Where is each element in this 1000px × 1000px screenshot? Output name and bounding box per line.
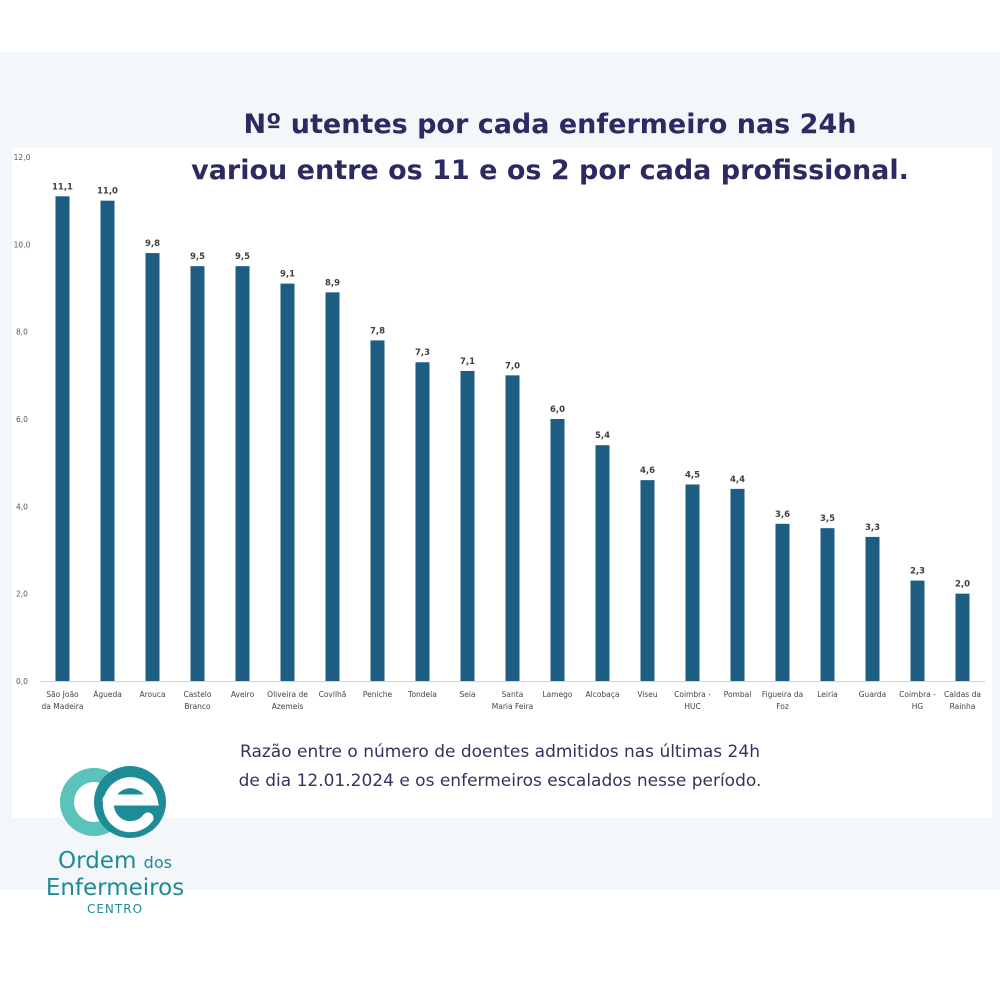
- bar-value-label: 9,5: [235, 252, 250, 262]
- bar: [55, 196, 70, 682]
- x-category-label: Oliveira de: [267, 690, 308, 699]
- bar-value-label: 2,3: [910, 567, 925, 577]
- bar-value-label: 2,0: [955, 580, 970, 590]
- x-category-label: Covilhã: [319, 690, 347, 699]
- bar: [235, 266, 250, 681]
- y-tick-label: 8,0: [16, 328, 28, 337]
- bar-value-label: 4,6: [640, 466, 655, 476]
- bar: [280, 283, 295, 681]
- x-category-label: Águeda: [93, 690, 122, 699]
- bar-value-label: 6,0: [550, 405, 565, 415]
- x-category-label: Foz: [776, 702, 789, 711]
- bar: [325, 292, 340, 681]
- bar: [775, 523, 790, 681]
- bar-value-label: 7,3: [415, 348, 430, 358]
- bar: [640, 480, 655, 681]
- x-category-label: Alcobaça: [585, 690, 619, 699]
- bar: [865, 536, 880, 681]
- logo-enfermeiros: Enfermeiros: [45, 875, 185, 901]
- x-category-label: Branco: [184, 702, 211, 711]
- x-category-label: Seia: [459, 690, 475, 699]
- x-category-label: Rainha: [950, 702, 976, 711]
- headline-line-1: Nº utentes por cada enfermeiro nas 24h: [243, 109, 857, 140]
- bar: [955, 593, 970, 681]
- y-tick-label: 2,0: [16, 590, 28, 599]
- bar: [460, 370, 475, 681]
- x-category-label: Azemeis: [272, 702, 304, 711]
- x-category-label: Peniche: [363, 690, 393, 699]
- bar-value-label: 7,0: [505, 361, 520, 371]
- bar-value-label: 8,9: [325, 278, 340, 288]
- bar-value-label: 7,1: [460, 357, 475, 367]
- x-category-label: Castelo: [184, 690, 212, 699]
- y-tick-label: 6,0: [16, 415, 28, 424]
- x-category-label: Leiria: [817, 690, 838, 699]
- bar-value-label: 11,0: [97, 187, 118, 197]
- chart-card: [12, 148, 992, 818]
- bar: [595, 445, 610, 681]
- x-category-label: São João: [46, 690, 79, 699]
- logo-text: Ordem dos Enfermeiros CENTRO: [30, 848, 200, 918]
- bar-value-label: 9,1: [280, 270, 295, 280]
- x-category-label: Arouca: [139, 690, 165, 699]
- logo-ordem: Ordem: [58, 848, 137, 874]
- x-category-label: Santa: [502, 690, 524, 699]
- bar-value-label: 3,3: [865, 523, 880, 533]
- y-tick-label: 12,0: [14, 153, 31, 162]
- logo-centro: CENTRO: [86, 902, 144, 916]
- bar: [370, 340, 385, 681]
- y-tick-label: 10,0: [14, 240, 31, 249]
- x-category-label: Aveiro: [231, 690, 255, 699]
- bar-value-label: 5,4: [595, 431, 610, 441]
- bar-value-label: 3,5: [820, 514, 835, 524]
- x-category-label: Maria Feira: [492, 702, 534, 711]
- x-category-label: HG: [912, 702, 924, 711]
- chart-headline: Nº utentes por cada enfermeiro nas 24h v…: [150, 102, 950, 194]
- x-category-label: Tondela: [407, 690, 437, 699]
- x-category-label: Coimbra -: [899, 690, 936, 699]
- logo-dos: dos: [143, 853, 172, 872]
- bar: [910, 580, 925, 681]
- chart-caption: Razão entre o número de doentes admitido…: [150, 738, 850, 796]
- x-category-label: Figueira da: [762, 690, 803, 699]
- bar-value-label: 9,5: [190, 252, 205, 262]
- bar: [550, 419, 565, 681]
- bar-value-label: 3,6: [775, 510, 790, 520]
- x-category-label: Guarda: [859, 690, 886, 699]
- bar-value-label: 7,8: [370, 326, 385, 336]
- bar-value-label: 4,5: [685, 471, 700, 481]
- bar: [505, 375, 520, 681]
- x-category-label: Pombal: [724, 690, 752, 699]
- x-category-label: Coimbra -: [674, 690, 711, 699]
- headline-line-2: variou entre os 11 e os 2 por cada profi…: [191, 155, 909, 186]
- bar: [145, 253, 160, 682]
- bar-value-label: 9,8: [145, 239, 160, 249]
- x-category-label: HUC: [684, 702, 700, 711]
- y-tick-label: 4,0: [16, 502, 28, 511]
- bar: [100, 200, 115, 681]
- caption-line-2: de dia 12.01.2024 e os enfermeiros escal…: [238, 771, 762, 791]
- bar: [685, 484, 700, 681]
- bar: [415, 362, 430, 681]
- caption-line-1: Razão entre o número de doentes admitido…: [240, 742, 760, 762]
- x-category-label: da Madeira: [42, 702, 84, 711]
- bar: [730, 488, 745, 681]
- bar: [190, 266, 205, 681]
- ordem-enfermeiros-logo: Ordem dos Enfermeiros CENTRO: [30, 760, 200, 930]
- x-category-label: Caldas da: [944, 690, 981, 699]
- bar-value-label: 4,4: [730, 475, 745, 485]
- logo-line-1: Ordem dos: [30, 848, 200, 876]
- bar: [820, 528, 835, 681]
- logo-oe-icon: [60, 766, 166, 838]
- bar-value-label: 11,1: [52, 182, 73, 192]
- x-category-label: Lamego: [542, 690, 572, 699]
- x-category-label: Viseu: [637, 690, 658, 699]
- y-tick-label: 0,0: [16, 677, 28, 686]
